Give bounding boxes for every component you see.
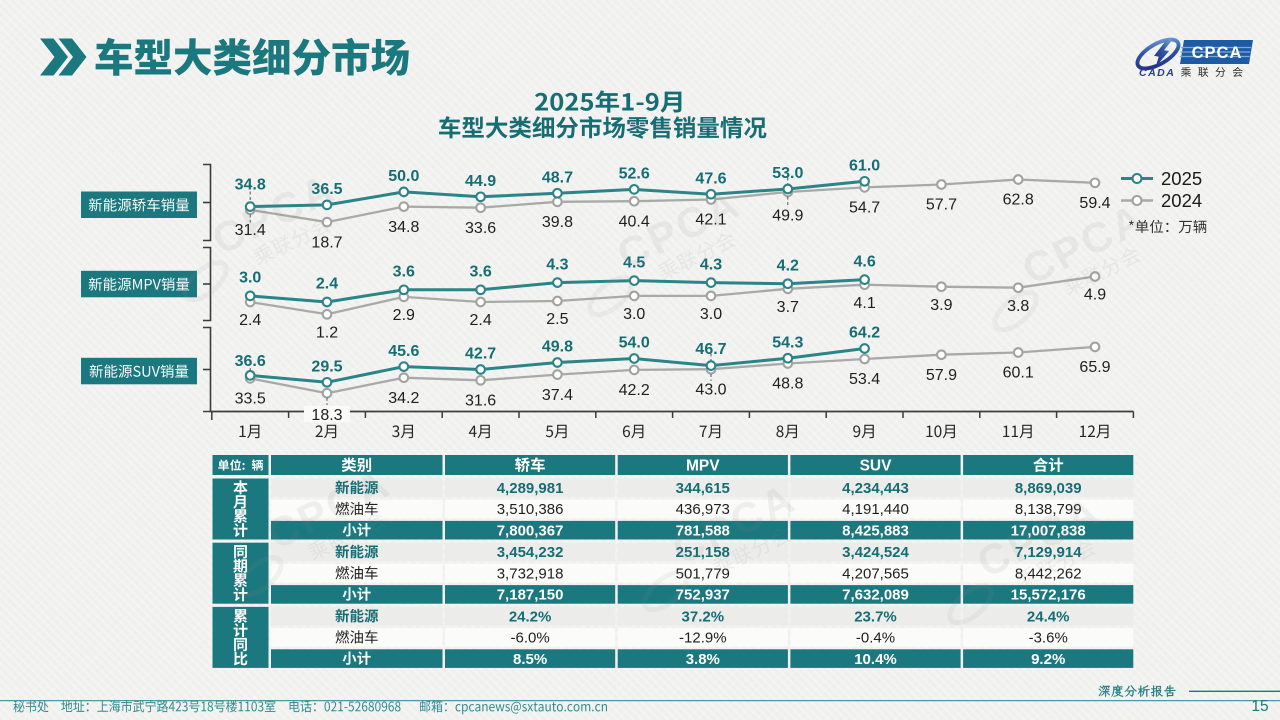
svg-text:33.5: 33.5 xyxy=(235,391,266,408)
svg-text:-12.9%: -12.9% xyxy=(679,630,727,647)
svg-text:7,187,150: 7,187,150 xyxy=(497,587,564,604)
svg-text:37.2%: 37.2% xyxy=(682,608,725,625)
svg-text:3.0: 3.0 xyxy=(623,306,645,323)
svg-text:4.3: 4.3 xyxy=(700,256,722,273)
svg-text:42.7: 42.7 xyxy=(465,346,496,363)
svg-text:15,572,176: 15,572,176 xyxy=(1011,587,1086,604)
svg-text:60.1: 60.1 xyxy=(1003,365,1034,382)
svg-text:34.8: 34.8 xyxy=(388,219,419,236)
svg-text:CADA: CADA xyxy=(1139,67,1175,79)
svg-text:62.8: 62.8 xyxy=(1003,192,1034,209)
svg-text:3.9: 3.9 xyxy=(930,297,952,314)
svg-text:4,207,565: 4,207,565 xyxy=(842,565,909,582)
svg-text:3.0: 3.0 xyxy=(700,306,722,323)
svg-text:4.9: 4.9 xyxy=(1084,287,1106,304)
svg-text:2.5: 2.5 xyxy=(546,311,568,328)
svg-text:45.6: 45.6 xyxy=(388,343,419,360)
svg-text:3.6: 3.6 xyxy=(393,264,415,281)
svg-text:18.3: 18.3 xyxy=(311,407,342,424)
svg-text:2.4: 2.4 xyxy=(469,312,491,329)
svg-text:4.3: 4.3 xyxy=(546,256,568,273)
svg-text:48.8: 48.8 xyxy=(772,376,803,393)
svg-text:1.2: 1.2 xyxy=(316,325,338,342)
svg-text:48.7: 48.7 xyxy=(542,169,573,186)
svg-text:43.0: 43.0 xyxy=(695,381,726,398)
svg-text:CPCA: CPCA xyxy=(1192,44,1243,62)
svg-text:7,800,367: 7,800,367 xyxy=(497,522,564,539)
svg-text:54.0: 54.0 xyxy=(619,335,650,352)
svg-text:64.2: 64.2 xyxy=(849,325,880,342)
svg-text:752,937: 752,937 xyxy=(676,587,730,604)
svg-text:65.9: 65.9 xyxy=(1079,359,1110,376)
svg-text:34.2: 34.2 xyxy=(388,390,419,407)
svg-text:4.2: 4.2 xyxy=(777,257,799,274)
svg-text:15: 15 xyxy=(1251,698,1268,715)
svg-text:3.8: 3.8 xyxy=(1007,298,1029,315)
svg-text:3.8%: 3.8% xyxy=(686,651,720,668)
svg-text:10.4%: 10.4% xyxy=(854,651,897,668)
svg-text:50.0: 50.0 xyxy=(388,168,419,185)
svg-text:57.7: 57.7 xyxy=(926,197,957,214)
svg-text:-3.6%: -3.6% xyxy=(1029,630,1068,647)
svg-text:4,289,981: 4,289,981 xyxy=(497,480,564,497)
svg-text:3.6: 3.6 xyxy=(469,264,491,281)
svg-text:44.9: 44.9 xyxy=(465,173,496,190)
svg-text:2.4: 2.4 xyxy=(316,276,338,293)
svg-text:54.3: 54.3 xyxy=(772,334,803,351)
svg-text:39.8: 39.8 xyxy=(542,214,573,231)
svg-text:4.6: 4.6 xyxy=(853,253,875,270)
svg-text:3.7: 3.7 xyxy=(777,299,799,316)
svg-text:24.4%: 24.4% xyxy=(1027,608,1070,625)
svg-text:53.4: 53.4 xyxy=(849,371,880,388)
svg-text:8,869,039: 8,869,039 xyxy=(1015,480,1082,497)
svg-text:23.7%: 23.7% xyxy=(854,608,897,625)
svg-text:MPV: MPV xyxy=(686,458,720,475)
svg-text:SUV: SUV xyxy=(860,458,893,475)
svg-text:37.4: 37.4 xyxy=(542,387,573,404)
svg-text:8,442,262: 8,442,262 xyxy=(1015,565,1082,582)
svg-text:8.5%: 8.5% xyxy=(513,651,547,668)
svg-text:9.2%: 9.2% xyxy=(1031,651,1065,668)
svg-text:46.7: 46.7 xyxy=(695,341,726,358)
svg-text:49.9: 49.9 xyxy=(772,208,803,225)
svg-text:2025: 2025 xyxy=(1161,168,1202,189)
svg-text:52.6: 52.6 xyxy=(619,166,650,183)
svg-text:42.2: 42.2 xyxy=(619,382,650,399)
svg-text:3,510,386: 3,510,386 xyxy=(497,501,564,518)
svg-text:3.0: 3.0 xyxy=(239,270,261,287)
svg-text:3,454,232: 3,454,232 xyxy=(497,544,564,561)
svg-text:4.1: 4.1 xyxy=(853,295,875,312)
svg-text:18.7: 18.7 xyxy=(311,234,342,251)
svg-text:4,234,443: 4,234,443 xyxy=(842,480,909,497)
svg-text:53.0: 53.0 xyxy=(772,165,803,182)
svg-text:57.9: 57.9 xyxy=(926,367,957,384)
svg-text:33.6: 33.6 xyxy=(465,220,496,237)
svg-text:29.5: 29.5 xyxy=(311,359,342,376)
svg-text:24.2%: 24.2% xyxy=(509,608,552,625)
svg-text:4,191,440: 4,191,440 xyxy=(842,501,909,518)
svg-text:2024: 2024 xyxy=(1161,190,1202,211)
svg-text:-6.0%: -6.0% xyxy=(511,630,550,647)
svg-text:2.4: 2.4 xyxy=(239,312,261,329)
svg-text:61.0: 61.0 xyxy=(849,158,880,175)
svg-text:49.8: 49.8 xyxy=(542,339,573,356)
svg-text:3,424,524: 3,424,524 xyxy=(842,544,909,561)
svg-text:31.6: 31.6 xyxy=(465,393,496,410)
svg-text:3,732,918: 3,732,918 xyxy=(497,565,564,582)
svg-text:344,615: 344,615 xyxy=(676,480,730,497)
svg-text:36.6: 36.6 xyxy=(235,353,266,370)
svg-text:8,425,883: 8,425,883 xyxy=(842,522,909,539)
svg-text:-0.4%: -0.4% xyxy=(856,630,895,647)
svg-text:54.7: 54.7 xyxy=(849,200,880,217)
svg-text:34.8: 34.8 xyxy=(235,176,266,193)
svg-text:2.9: 2.9 xyxy=(393,307,415,324)
svg-text:7,632,089: 7,632,089 xyxy=(842,587,909,604)
